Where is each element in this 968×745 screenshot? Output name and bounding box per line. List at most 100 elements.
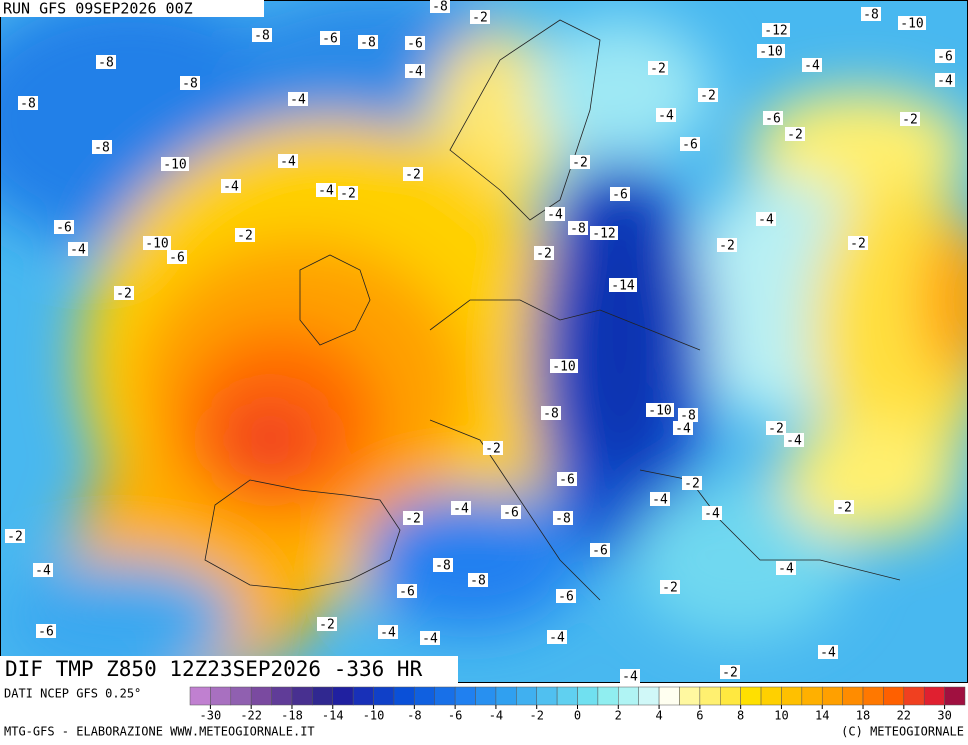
label-bg [720, 665, 740, 679]
contour-label: -6 [558, 590, 574, 605]
contour-label: -8 [182, 77, 198, 92]
contour-label: -2 [405, 168, 421, 183]
tick-label: -22 [240, 709, 262, 723]
contour-label: -4 [290, 93, 306, 108]
color-box [495, 686, 517, 706]
label-bg [534, 246, 554, 260]
label-bg [221, 179, 241, 193]
color-box [699, 686, 721, 706]
label-bg [568, 221, 588, 235]
source-label: DATI NCEP GFS 0.25° [4, 687, 141, 701]
contour-label: -4 [622, 670, 638, 685]
contour-label: -4 [937, 74, 953, 89]
label-bg [451, 501, 471, 515]
title-box [0, 656, 458, 683]
label-bg [678, 408, 698, 422]
contour-label: -4 [758, 213, 774, 228]
label-bg [702, 506, 722, 520]
color-box [291, 686, 313, 706]
contour-label: -4 [380, 626, 396, 641]
tick-label: 4 [655, 709, 662, 723]
contour-label: -2 [650, 62, 666, 77]
color-box [679, 686, 701, 706]
contour-label: -4 [549, 631, 565, 646]
label-bg [405, 36, 425, 50]
tick-label: -10 [363, 709, 385, 723]
contour-label: -8 [680, 409, 696, 424]
contour-label: -2 [662, 581, 678, 596]
color-box [536, 686, 558, 706]
label-bg [785, 127, 805, 141]
contour-label: -6 [765, 112, 781, 127]
copyright: (C) METEOGIORNALE [841, 725, 964, 739]
contour-label: -6 [503, 506, 519, 521]
label-bg [848, 236, 868, 250]
label-bg [556, 589, 576, 603]
contour-label: -8 [98, 56, 114, 71]
credit: MTG-GFS - ELABORAZIONE WWW.METEOGIORNALE… [4, 725, 315, 739]
label-bg [5, 529, 25, 543]
color-box [577, 686, 599, 706]
contour-label: -2 [719, 239, 735, 254]
label-bg [433, 558, 453, 572]
color-box [781, 686, 803, 706]
contour-label: -4 [547, 208, 563, 223]
color-box [189, 686, 211, 706]
contour-label: -6 [592, 544, 608, 559]
color-box [332, 686, 354, 706]
contour-label: -8 [360, 36, 376, 51]
contour-label: -2 [850, 237, 866, 252]
contour-label: -10 [648, 404, 671, 419]
color-box [434, 686, 456, 706]
label-bg [660, 580, 680, 594]
label-bg [590, 226, 618, 240]
color-box [597, 686, 619, 706]
color-box [454, 686, 476, 706]
contour-label: -2 [722, 666, 738, 681]
tick-label: -14 [322, 709, 344, 723]
label-bg [650, 492, 670, 506]
contour-label: -2 [836, 501, 852, 516]
label-bg [96, 55, 116, 69]
contour-label: -8 [20, 97, 36, 112]
tick-label: 2 [615, 709, 622, 723]
contour-label: -8 [863, 8, 879, 23]
contour-label: -2 [340, 187, 356, 202]
color-box [903, 686, 925, 706]
contour-labels: -8-2 -8-10-8 -6 -8 -6-12-10 -6-8-4 -2 -4-4-8-8-… [5, 0, 955, 685]
contour-label: -2 [405, 512, 421, 527]
tick-label: -6 [448, 709, 462, 723]
contour-label: -2 [536, 247, 552, 262]
label-bg [33, 563, 53, 577]
color-box [250, 686, 272, 706]
label-bg [405, 64, 425, 78]
color-box [271, 686, 293, 706]
label-bg [935, 73, 955, 87]
label-bg [610, 187, 630, 201]
color-box [801, 686, 823, 706]
tick-label: 14 [815, 709, 829, 723]
label-bg [680, 137, 700, 151]
contour-label: -6 [399, 585, 415, 600]
tick-label: 0 [574, 709, 581, 723]
label-bg [763, 111, 783, 125]
label-bg [557, 472, 577, 486]
contour-label: -12 [764, 24, 787, 39]
contour-label: -4 [70, 243, 86, 258]
color-box [210, 686, 232, 706]
contour-label: -4 [704, 507, 720, 522]
color-box [923, 686, 945, 706]
tick-label: 18 [856, 709, 870, 723]
label-bg [646, 403, 674, 417]
contour-label: -8 [543, 407, 559, 422]
contour-label: -4 [407, 65, 423, 80]
color-box [393, 686, 415, 706]
label-bg [550, 359, 578, 373]
label-bg [320, 31, 340, 45]
contour-label: -8 [570, 222, 586, 237]
contour-label: -6 [682, 138, 698, 153]
contour-label: -2 [768, 422, 784, 437]
contour-label: -6 [612, 188, 628, 203]
label-bg [430, 0, 450, 13]
color-box [658, 686, 680, 706]
